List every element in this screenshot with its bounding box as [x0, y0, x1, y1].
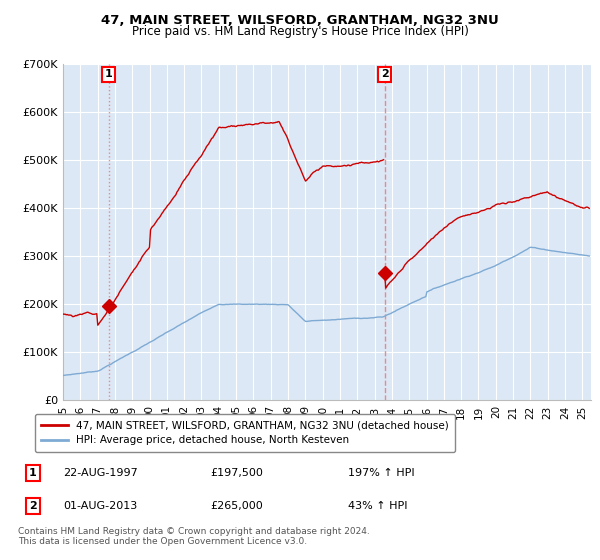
Text: 197% ↑ HPI: 197% ↑ HPI [348, 468, 415, 478]
Text: 2: 2 [29, 501, 37, 511]
Text: 47, MAIN STREET, WILSFORD, GRANTHAM, NG32 3NU: 47, MAIN STREET, WILSFORD, GRANTHAM, NG3… [101, 14, 499, 27]
Text: 2: 2 [381, 69, 389, 80]
Text: Contains HM Land Registry data © Crown copyright and database right 2024.
This d: Contains HM Land Registry data © Crown c… [18, 526, 370, 546]
Text: 1: 1 [29, 468, 37, 478]
Text: £197,500: £197,500 [210, 468, 263, 478]
Text: Price paid vs. HM Land Registry's House Price Index (HPI): Price paid vs. HM Land Registry's House … [131, 25, 469, 38]
Text: 22-AUG-1997: 22-AUG-1997 [63, 468, 138, 478]
Text: 43% ↑ HPI: 43% ↑ HPI [348, 501, 407, 511]
Text: 01-AUG-2013: 01-AUG-2013 [63, 501, 137, 511]
Legend: 47, MAIN STREET, WILSFORD, GRANTHAM, NG32 3NU (detached house), HPI: Average pri: 47, MAIN STREET, WILSFORD, GRANTHAM, NG3… [35, 414, 455, 452]
Text: £265,000: £265,000 [210, 501, 263, 511]
Text: 1: 1 [105, 69, 113, 80]
